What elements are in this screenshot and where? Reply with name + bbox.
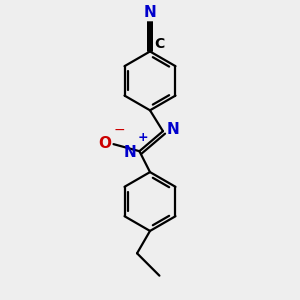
Text: N: N <box>123 145 136 160</box>
Text: +: + <box>138 131 148 144</box>
Text: N: N <box>144 5 156 20</box>
Text: C: C <box>154 37 164 51</box>
Text: O: O <box>98 136 111 151</box>
Text: N: N <box>167 122 179 137</box>
Text: −: − <box>114 123 125 137</box>
